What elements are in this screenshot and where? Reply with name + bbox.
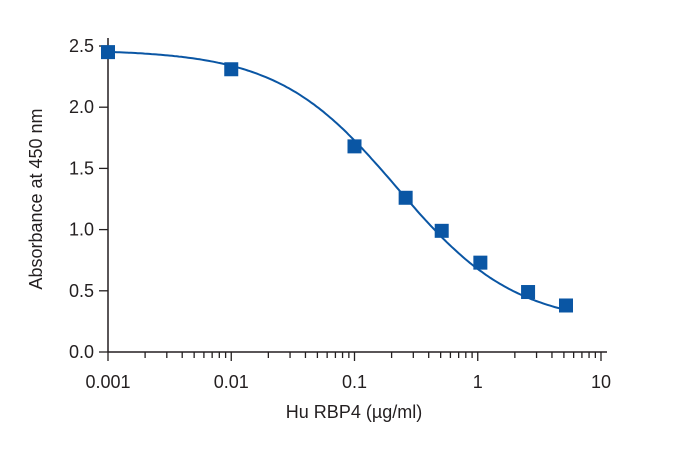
x-axis-label: Hu RBP4 (µg/ml): [286, 402, 422, 422]
x-tick-label: 10: [591, 372, 611, 392]
data-point: [434, 223, 449, 238]
y-tick-label: 1.0: [69, 220, 94, 240]
y-tick-label: 2.5: [69, 36, 94, 56]
x-tick-label: 0.01: [214, 372, 249, 392]
fit-curve: [107, 50, 567, 311]
data-point: [101, 45, 115, 60]
y-tick-label: 0.5: [69, 281, 94, 301]
y-axis-label: Absorbance at 450 nm: [26, 108, 46, 289]
data-point: [224, 62, 239, 77]
data-point: [473, 255, 488, 270]
x-tick-label: 0.1: [342, 372, 367, 392]
y-tick-label: 1.5: [69, 158, 94, 178]
y-tick-label: 0.0: [69, 342, 94, 362]
data-point: [347, 139, 362, 154]
x-tick-label: 1: [473, 372, 483, 392]
data-point: [558, 298, 573, 313]
y-tick-label: 2.0: [69, 97, 94, 117]
x-tick-label: 0.001: [85, 372, 130, 392]
data-point: [521, 285, 536, 300]
data-point: [398, 190, 413, 205]
